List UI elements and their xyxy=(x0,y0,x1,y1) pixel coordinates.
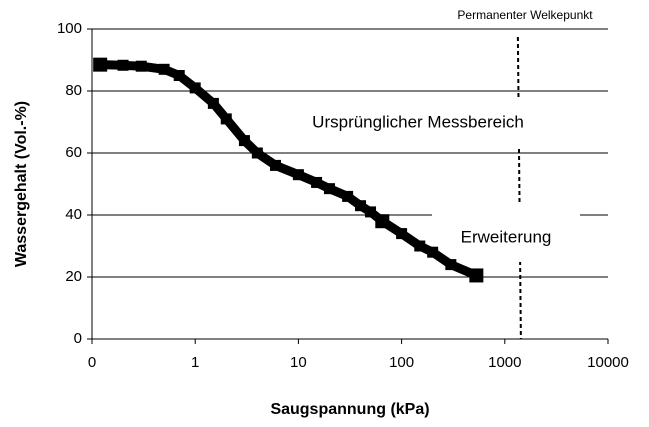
x-tick-label: 0 xyxy=(88,354,96,371)
data-point xyxy=(311,176,323,188)
data-point xyxy=(173,70,185,81)
data-point xyxy=(365,206,377,218)
data-point xyxy=(396,228,408,240)
data-point xyxy=(375,214,390,229)
data-point xyxy=(323,183,335,195)
data-point xyxy=(220,113,232,125)
x-axis-title: Saugspannung (kPa) xyxy=(270,401,429,418)
wilting-point-label: Permanenter Welkepunkt xyxy=(457,8,593,22)
data-point xyxy=(135,60,147,72)
data-point xyxy=(189,82,201,94)
y-tick-label: 40 xyxy=(65,206,82,223)
data-point xyxy=(355,200,367,212)
y-tick-label: 20 xyxy=(65,268,82,285)
data-point xyxy=(292,169,304,181)
data-point xyxy=(251,147,263,159)
data-point xyxy=(342,190,354,202)
y-tick-label: 0 xyxy=(74,330,82,347)
annotation-box xyxy=(432,202,580,262)
data-point xyxy=(93,57,108,72)
data-point xyxy=(445,259,457,271)
x-tick-label: 1 xyxy=(191,354,199,371)
x-tick-label: 10 xyxy=(290,354,307,371)
data-point xyxy=(427,246,439,258)
data-point xyxy=(117,59,129,71)
annotation-box xyxy=(272,100,590,146)
data-point xyxy=(207,97,219,109)
y-tick-label: 60 xyxy=(65,144,82,161)
data-point xyxy=(238,135,250,147)
x-tick-label: 1000 xyxy=(488,354,521,371)
wilting-point-line xyxy=(516,36,522,340)
data-point xyxy=(469,268,484,283)
y-tick-label: 100 xyxy=(57,20,82,37)
x-tick-label: 10000 xyxy=(587,354,629,371)
data-point xyxy=(414,240,426,252)
y-axis-title: Wassergehalt (Vol.-%) xyxy=(13,101,30,267)
x-tick-label: 100 xyxy=(389,354,414,371)
data-point xyxy=(158,63,170,75)
annotation: Erweiterung xyxy=(461,227,552,246)
y-tick-label: 80 xyxy=(65,82,82,99)
data-point xyxy=(270,159,282,171)
annotation: Ursprünglicher Messbereich xyxy=(312,112,524,131)
